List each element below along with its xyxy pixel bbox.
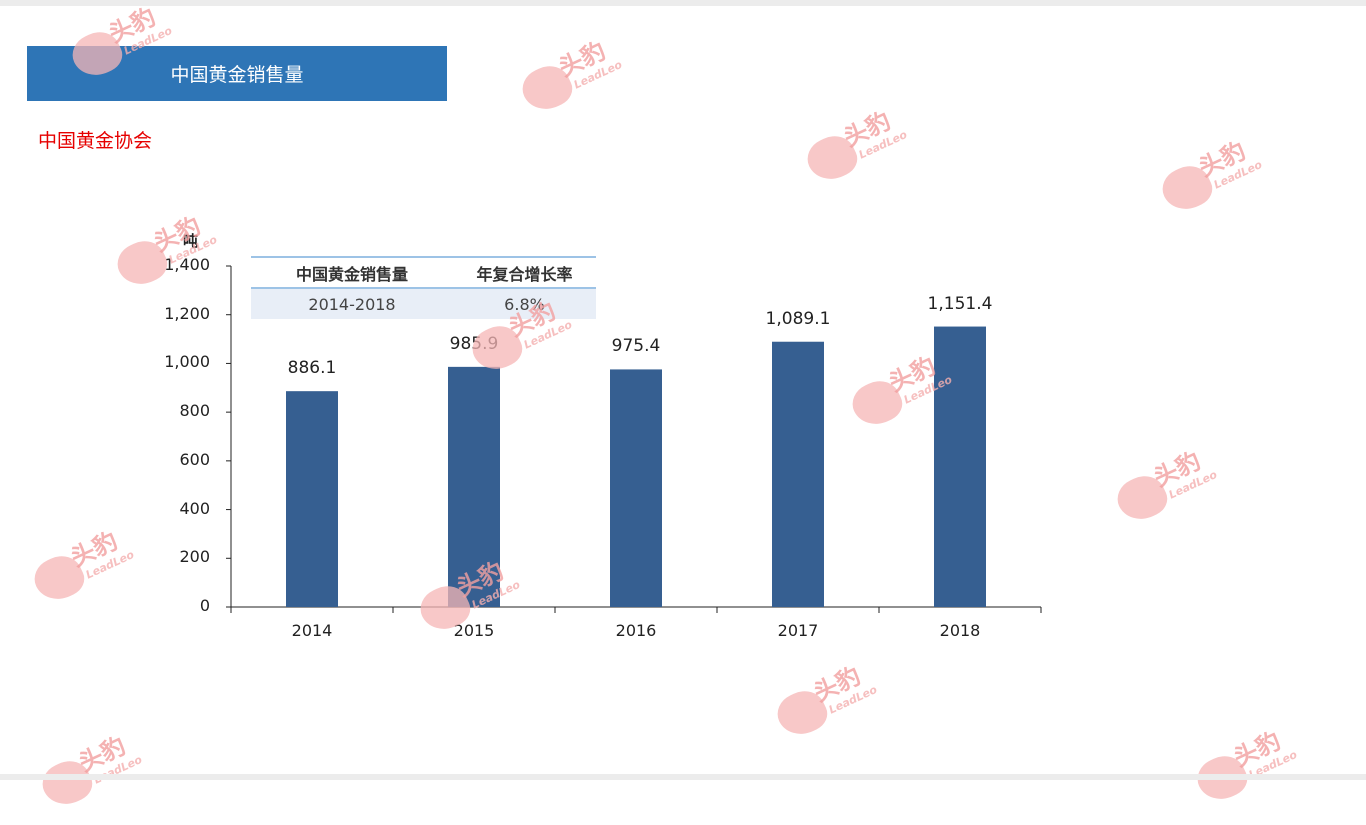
data-label: 886.1 — [287, 358, 337, 379]
y-tick-label: 0 — [199, 596, 210, 615]
bar-2014 — [286, 391, 338, 607]
data-label: 1,151.4 — [927, 293, 993, 314]
y-tick-label: 400 — [179, 498, 210, 518]
bar-2017 — [772, 341, 824, 607]
source-label: 中国黄金协会 — [38, 130, 153, 152]
x-tick-label: 2016 — [615, 621, 657, 640]
top-edge — [0, 0, 1366, 6]
bar-2015 — [448, 366, 500, 607]
y-tick-label: 200 — [179, 547, 210, 567]
bar-chart — [226, 265, 1042, 613]
y-tick-label: 600 — [179, 449, 210, 469]
x-tick-label: 2017 — [777, 621, 819, 640]
y-tick-label: 1,000 — [164, 352, 210, 372]
bar-2018 — [934, 326, 986, 607]
cagr-table-row: 2014-2018 6.8% — [251, 289, 596, 319]
x-tick-label: 2018 — [939, 621, 981, 640]
data-label: 1,089.1 — [765, 308, 831, 329]
cagr-table-header: 中国黄金销售量 年复合增长率 — [251, 256, 596, 289]
cagr-header-metric: 中国黄金销售量 — [295, 264, 408, 284]
page-title: 中国黄金销售量 — [170, 64, 304, 86]
cagr-period: 2014-2018 — [308, 294, 396, 314]
data-label: 975.4 — [611, 336, 661, 357]
y-axis-unit: 吨 — [183, 232, 199, 250]
x-tick-label: 2014 — [291, 621, 333, 640]
y-tick-label: 1,400 — [164, 255, 210, 274]
bottom-edge — [0, 774, 1366, 780]
y-tick-label: 800 — [179, 401, 210, 421]
cagr-value: 6.8% — [504, 294, 545, 314]
cagr-header-rate: 年复合增长率 — [476, 264, 573, 284]
cagr-table: 中国黄金销售量 年复合增长率 2014-2018 6.8% — [251, 256, 596, 319]
bar-2016 — [610, 369, 662, 607]
y-tick-label: 1,200 — [164, 303, 210, 323]
